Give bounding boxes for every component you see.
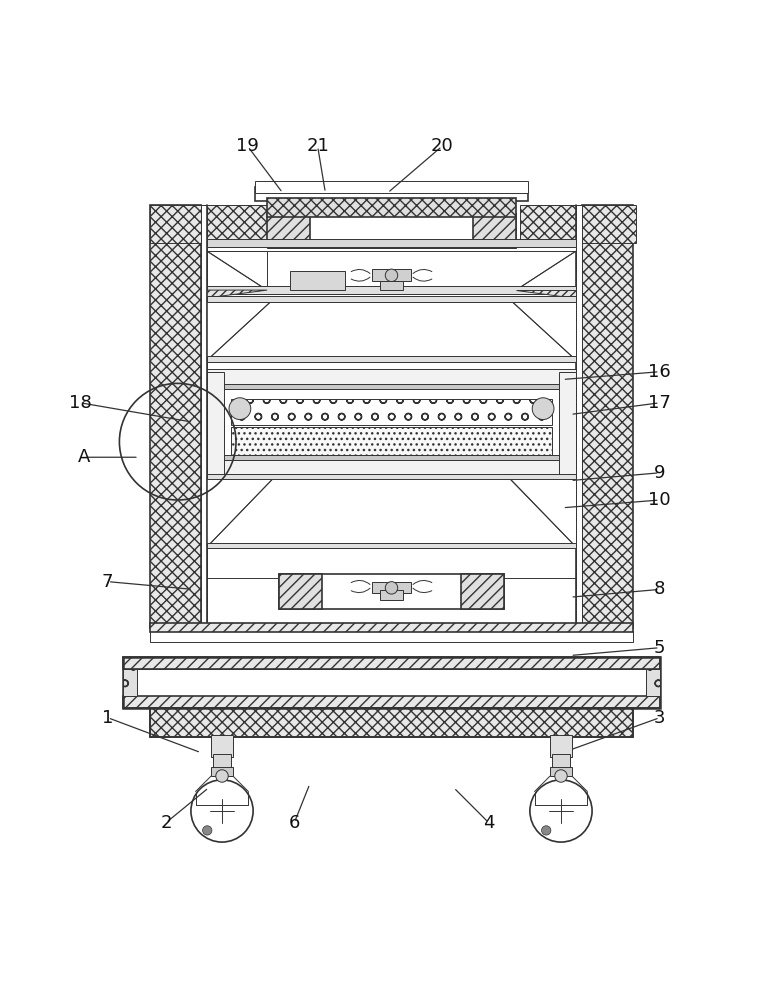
Bar xyxy=(380,281,403,290)
Bar xyxy=(150,623,633,632)
Text: 4: 4 xyxy=(483,814,494,832)
Text: 18: 18 xyxy=(69,394,92,412)
Bar xyxy=(372,269,411,281)
Text: 5: 5 xyxy=(654,639,666,657)
Bar xyxy=(267,242,516,248)
Bar xyxy=(520,205,637,243)
Bar xyxy=(207,543,576,548)
Circle shape xyxy=(385,269,398,282)
Bar xyxy=(255,187,528,201)
Bar xyxy=(255,181,528,193)
Bar xyxy=(230,427,553,455)
Text: 9: 9 xyxy=(654,464,666,482)
Polygon shape xyxy=(508,298,576,360)
Circle shape xyxy=(203,826,212,835)
Bar xyxy=(553,754,569,768)
Bar xyxy=(207,477,576,547)
Text: 7: 7 xyxy=(102,573,114,591)
Text: 10: 10 xyxy=(648,491,671,509)
Bar xyxy=(207,474,576,479)
Bar xyxy=(230,399,553,425)
Bar xyxy=(267,214,310,245)
Bar xyxy=(123,657,660,669)
Bar xyxy=(150,205,267,243)
Bar xyxy=(380,590,403,600)
Bar xyxy=(123,669,137,696)
Circle shape xyxy=(542,826,551,835)
Bar xyxy=(207,243,576,251)
Bar xyxy=(582,205,633,628)
Bar xyxy=(207,372,225,477)
Bar xyxy=(150,708,633,737)
Bar xyxy=(123,696,660,708)
Bar xyxy=(550,767,572,776)
Bar xyxy=(207,356,576,362)
Bar xyxy=(558,372,576,477)
Bar xyxy=(207,296,576,302)
Bar xyxy=(225,455,558,460)
Circle shape xyxy=(532,398,554,420)
Polygon shape xyxy=(516,290,576,298)
Text: 6: 6 xyxy=(289,814,300,832)
Bar xyxy=(576,205,582,628)
Bar xyxy=(207,460,576,477)
Bar xyxy=(201,205,207,628)
Bar xyxy=(372,582,411,593)
Text: 8: 8 xyxy=(654,580,666,598)
Bar xyxy=(207,294,576,360)
Text: A: A xyxy=(78,448,91,466)
Bar xyxy=(150,708,633,737)
Bar xyxy=(550,735,572,757)
Polygon shape xyxy=(207,251,267,290)
Bar xyxy=(211,735,233,757)
Bar xyxy=(267,198,516,217)
Bar xyxy=(473,214,516,245)
Text: 16: 16 xyxy=(648,363,671,381)
Bar xyxy=(207,239,576,247)
Bar xyxy=(150,205,201,628)
Text: 3: 3 xyxy=(654,709,666,727)
Polygon shape xyxy=(516,251,576,290)
Polygon shape xyxy=(508,477,576,547)
Bar xyxy=(211,767,233,776)
Text: 2: 2 xyxy=(161,814,171,832)
Bar xyxy=(225,384,558,389)
Bar xyxy=(279,574,504,609)
Bar xyxy=(290,271,345,290)
Bar xyxy=(123,657,660,708)
Bar xyxy=(207,547,576,578)
Bar xyxy=(461,574,504,609)
Circle shape xyxy=(385,582,398,594)
Bar xyxy=(646,669,660,696)
Bar xyxy=(279,574,322,609)
Text: 21: 21 xyxy=(306,137,329,155)
Bar xyxy=(207,286,576,294)
Text: 1: 1 xyxy=(102,709,114,727)
Circle shape xyxy=(229,398,251,420)
Bar xyxy=(267,214,516,245)
Bar xyxy=(214,754,230,768)
Polygon shape xyxy=(207,290,267,298)
Text: 20: 20 xyxy=(431,137,453,155)
Bar xyxy=(123,669,660,696)
Bar xyxy=(225,386,558,460)
Bar xyxy=(207,369,576,386)
Text: 19: 19 xyxy=(236,137,259,155)
Circle shape xyxy=(216,770,228,782)
Circle shape xyxy=(555,770,567,782)
Text: 17: 17 xyxy=(648,394,671,412)
Bar xyxy=(150,631,633,642)
Polygon shape xyxy=(207,477,275,547)
Polygon shape xyxy=(207,298,275,360)
